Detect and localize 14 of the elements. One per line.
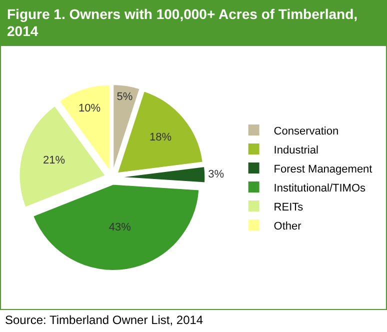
chart-title: Figure 1. Owners with 100,000+ Acres of Timberland, 2014 [1, 1, 386, 46]
data-label: 18% [150, 131, 172, 144]
data-label: 10% [78, 102, 101, 114]
legend-label: Institutional/TIMOs [274, 182, 366, 194]
legend-label: REITs [274, 201, 304, 214]
data-label: 43% [108, 221, 132, 234]
data-label: 3% [208, 168, 224, 181]
legend-label: Industrial [274, 144, 318, 156]
data-label: 21% [43, 154, 66, 167]
source-note: Source: Timberland Owner List, 2014 [5, 313, 204, 327]
legend-label: Conservation [274, 125, 339, 138]
data-label: 5% [116, 91, 133, 104]
legend-label: Other [274, 220, 302, 232]
legend-label: Forest Management [274, 163, 372, 176]
